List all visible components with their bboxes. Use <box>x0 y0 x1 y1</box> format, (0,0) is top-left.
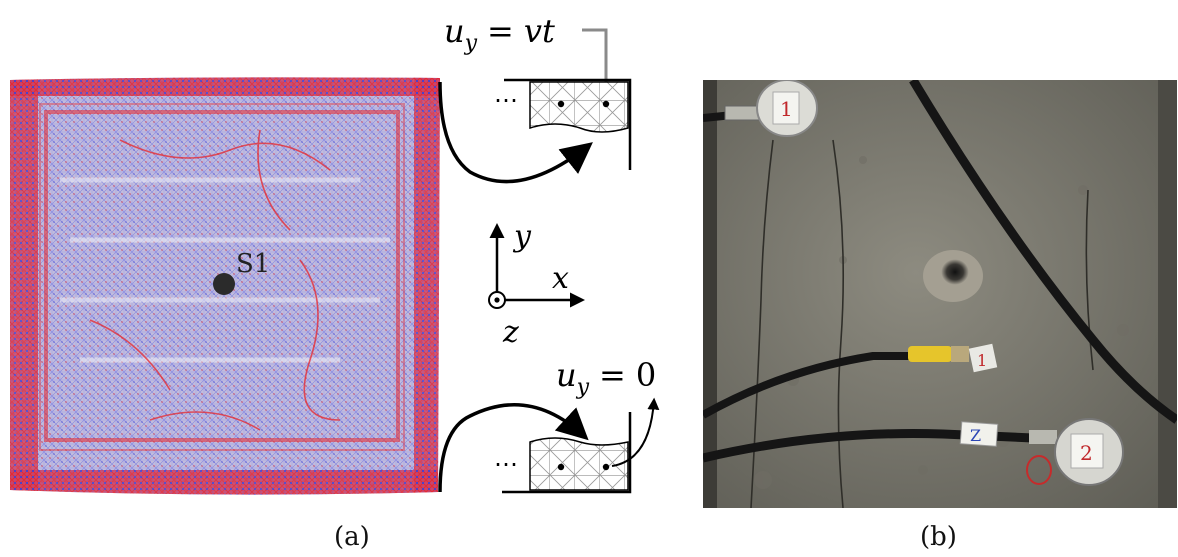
caption-a: (a) <box>334 522 370 552</box>
panel-a-diagram: S1 uy = vt ⋯ y x z uy = 0 <box>10 12 660 495</box>
top-connector-arrow <box>438 81 593 184</box>
bottom-boundary-detail: ⋯ <box>494 412 632 494</box>
sensor-s1-marker <box>213 273 235 295</box>
fe-mesh <box>10 77 440 495</box>
axis-x-label: x <box>552 261 569 296</box>
sensor-2-tag: 2 <box>1080 441 1093 465</box>
axis-z-label: z <box>502 315 519 350</box>
top-ellipsis: ⋯ <box>494 86 518 114</box>
top-boundary-label: uy = vt <box>444 12 555 56</box>
bottom-boundary-label: uy = 0 <box>556 356 656 400</box>
coordinate-axes: y x z <box>488 219 585 350</box>
sensor-1-tag: 1 <box>780 97 793 121</box>
bottom-connector-arrow <box>438 403 589 493</box>
sensor-1b-tag: 1 <box>977 351 987 370</box>
bottom-constraint-arrow <box>611 397 660 467</box>
caption-b: (b) <box>920 522 957 552</box>
photo-illustration: 1 1 Z 2 <box>703 80 1177 508</box>
top-boundary-detail: ⋯ <box>494 78 632 170</box>
specimen-photo: 1 1 Z 2 <box>703 80 1177 508</box>
cable-z-tag: Z <box>970 426 981 445</box>
bottom-ellipsis: ⋯ <box>494 450 518 478</box>
axis-y-label: y <box>512 219 532 254</box>
top-load-arrow <box>582 28 615 100</box>
sensor-1b-tag-box <box>968 343 998 373</box>
sensor-s1-label: S1 <box>236 249 270 279</box>
